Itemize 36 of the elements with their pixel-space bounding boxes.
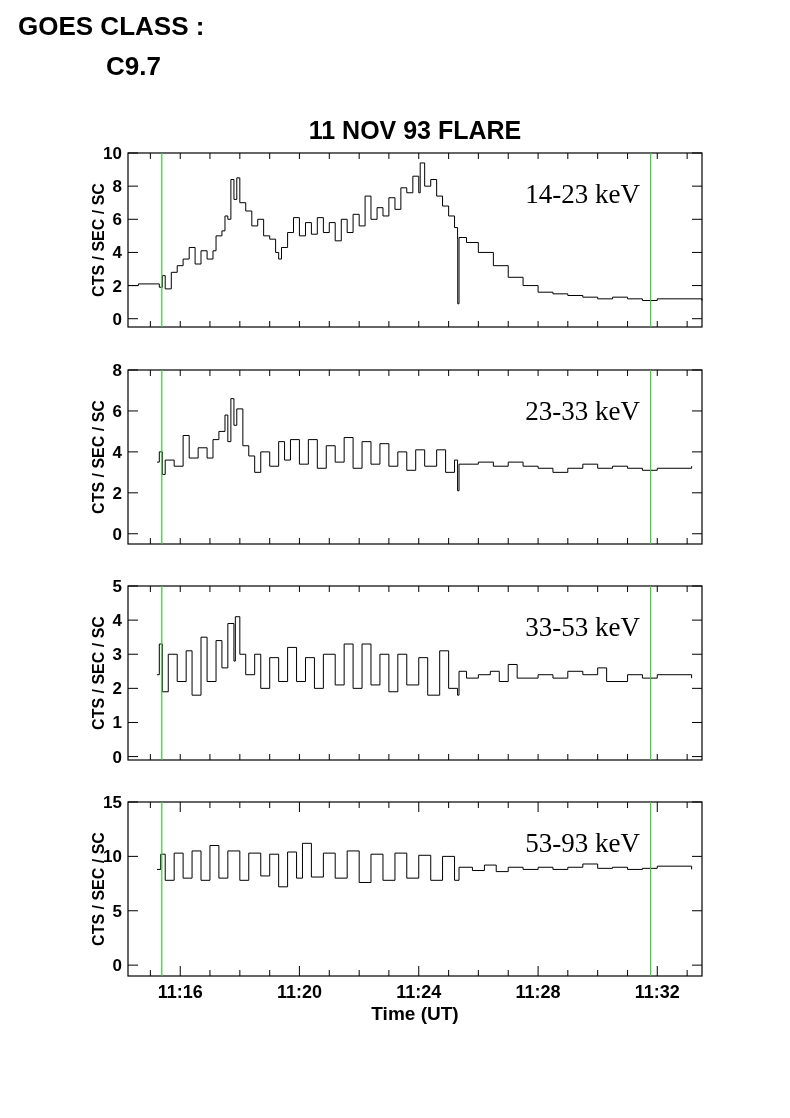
x-tick-label: 11:28 (515, 982, 561, 1002)
y-tick-label: 0 (112, 747, 122, 767)
y-tick-label: 4 (112, 442, 123, 462)
y-tick-label: 15 (103, 793, 122, 812)
y-axis-title: CTS / SEC / SC (90, 615, 107, 730)
y-tick-label: 0 (112, 524, 122, 544)
text: C9.7 (106, 51, 161, 81)
y-axis-title: CTS / SEC / SC (90, 182, 107, 297)
y-tick-label: 0 (112, 309, 122, 329)
y-tick-label: 6 (112, 401, 122, 421)
y-tick-label: 2 (112, 679, 122, 699)
y-tick-label: 4 (112, 243, 123, 263)
y-axis-title: CTS / SEC / SC (90, 399, 107, 514)
y-tick-label: 5 (112, 901, 122, 921)
y-tick-label: 2 (112, 276, 122, 296)
legend-label: 53-93 keV (525, 828, 641, 858)
legend-label: 14-23 keV (525, 179, 641, 209)
x-tick-label: 11:32 (634, 982, 680, 1002)
y-tick-label: 8 (112, 177, 122, 197)
y-tick-label: 3 (112, 645, 122, 665)
y-tick-label: 1 (112, 713, 122, 733)
x-axis-title: Time (UT) (371, 1003, 459, 1024)
legend-label: 23-33 keV (525, 396, 641, 426)
y-tick-label: 2 (112, 483, 122, 503)
text: GOES CLASS : (18, 11, 205, 41)
y-tick-label: 10 (103, 144, 122, 163)
y-tick-label: 6 (112, 210, 122, 230)
legend-label: 33-53 keV (525, 612, 641, 642)
y-tick-label: 0 (112, 956, 122, 976)
x-tick-label: 11:20 (276, 982, 322, 1002)
x-tick-label: 11:24 (396, 982, 442, 1002)
y-tick-label: 4 (112, 611, 123, 631)
y-tick-label: 8 (112, 361, 122, 380)
y-tick-label: 5 (112, 577, 122, 596)
x-tick-label: 11:16 (157, 982, 203, 1002)
chart-title: 11 NOV 93 FLARE (308, 116, 522, 144)
